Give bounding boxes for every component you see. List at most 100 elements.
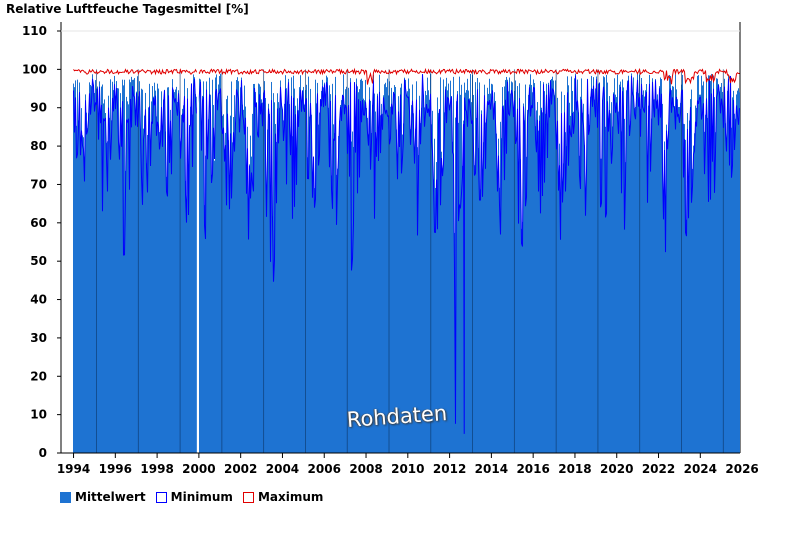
mean-bar bbox=[142, 89, 143, 453]
mean-bar bbox=[625, 162, 626, 453]
mean-bar bbox=[196, 96, 197, 453]
mean-bar bbox=[549, 100, 550, 454]
mean-bar bbox=[414, 150, 415, 454]
mean-bar bbox=[442, 172, 443, 454]
mean-bar bbox=[106, 142, 107, 453]
mean-bar bbox=[343, 74, 344, 454]
mean-bar bbox=[137, 76, 138, 454]
mean-bar bbox=[87, 128, 88, 454]
mean-bar bbox=[459, 76, 460, 453]
mean-bar bbox=[129, 79, 130, 453]
mean-bar bbox=[346, 86, 347, 454]
mean-bar bbox=[728, 74, 729, 453]
mean-bar bbox=[393, 92, 394, 453]
mean-bar bbox=[709, 75, 710, 454]
mean-bar bbox=[176, 86, 177, 453]
mean-bar bbox=[151, 101, 152, 454]
mean-bar bbox=[231, 81, 232, 453]
mean-bar bbox=[651, 118, 652, 454]
mean-bar bbox=[103, 103, 104, 453]
mean-bar bbox=[482, 193, 483, 453]
mean-bar bbox=[265, 98, 266, 453]
mean-bar bbox=[470, 73, 471, 454]
mean-bar bbox=[554, 95, 555, 453]
mean-bar bbox=[729, 165, 730, 453]
mean-bar bbox=[228, 140, 229, 453]
mean-bar bbox=[112, 81, 113, 454]
mean-bar bbox=[372, 104, 373, 454]
x-tick-label: 2000 bbox=[182, 462, 215, 476]
mean-bar bbox=[392, 114, 393, 453]
mean-bar bbox=[291, 77, 292, 453]
x-tick-label: 2014 bbox=[475, 462, 508, 476]
mean-bar bbox=[599, 82, 600, 454]
mean-bar bbox=[630, 121, 631, 454]
mean-bar bbox=[193, 74, 194, 453]
mean-bar bbox=[544, 91, 545, 454]
mean-bar bbox=[705, 114, 706, 453]
mean-bar bbox=[659, 86, 660, 453]
mean-bar bbox=[623, 87, 624, 454]
mean-bar bbox=[680, 102, 681, 453]
mean-bar bbox=[397, 163, 398, 453]
mean-bar bbox=[283, 120, 284, 453]
mean-bar bbox=[380, 115, 381, 453]
minimum-series-line bbox=[73, 74, 740, 434]
mean-bar bbox=[345, 89, 346, 454]
mean-bar bbox=[452, 141, 453, 454]
mean-bar bbox=[107, 141, 108, 454]
mean-bar bbox=[251, 156, 252, 454]
mean-bar bbox=[245, 106, 246, 454]
mean-bar bbox=[558, 182, 559, 453]
mean-bar bbox=[518, 161, 519, 454]
mean-bar bbox=[275, 123, 276, 454]
mean-bar bbox=[703, 81, 704, 453]
mean-bar bbox=[480, 189, 481, 453]
mean-bar bbox=[567, 76, 568, 454]
mean-bar bbox=[266, 201, 267, 453]
mean-bar bbox=[575, 73, 576, 454]
mean-bar bbox=[252, 113, 253, 454]
mean-bar bbox=[704, 131, 705, 453]
mean-bar bbox=[670, 76, 671, 454]
mean-bar bbox=[481, 110, 482, 453]
mean-bar bbox=[602, 100, 603, 454]
mean-bar bbox=[478, 148, 479, 454]
mean-bar bbox=[359, 89, 360, 453]
mean-bar bbox=[280, 80, 281, 454]
mean-bar bbox=[644, 96, 645, 453]
mean-bar bbox=[521, 228, 522, 453]
x-tick-label: 2026 bbox=[725, 462, 758, 476]
x-tick-label: 2018 bbox=[558, 462, 591, 476]
x-tick-label: 2008 bbox=[349, 462, 382, 476]
mean-bar bbox=[315, 79, 316, 454]
mean-bar bbox=[257, 132, 258, 453]
mean-bar bbox=[654, 99, 655, 453]
mean-bar bbox=[91, 86, 92, 454]
mean-bar bbox=[211, 175, 212, 453]
mean-bar bbox=[721, 82, 722, 454]
mean-bar bbox=[524, 120, 525, 453]
y-tick-label: 110 bbox=[22, 24, 47, 38]
mean-bar bbox=[541, 107, 542, 453]
mean-bar bbox=[162, 142, 163, 453]
mean-bar bbox=[191, 83, 192, 453]
mean-bar bbox=[354, 82, 355, 454]
mean-bar bbox=[451, 96, 452, 454]
mean-bar bbox=[427, 77, 428, 454]
mean-bar bbox=[98, 129, 99, 454]
legend-label-maximum: Maximum bbox=[257, 490, 324, 504]
mean-bar bbox=[406, 95, 407, 454]
mean-bar bbox=[319, 112, 320, 454]
mean-bar bbox=[238, 81, 239, 453]
mean-bar bbox=[564, 95, 565, 454]
mean-bar bbox=[605, 126, 606, 454]
mean-bar bbox=[501, 138, 502, 453]
mean-bar bbox=[248, 201, 249, 453]
mean-bar bbox=[634, 108, 635, 453]
mean-bar bbox=[200, 79, 201, 454]
mean-bar bbox=[530, 74, 531, 454]
y-tick-label: 70 bbox=[30, 177, 47, 191]
legend-item-maximum: Maximum bbox=[242, 490, 324, 504]
mean-bar bbox=[420, 123, 421, 454]
